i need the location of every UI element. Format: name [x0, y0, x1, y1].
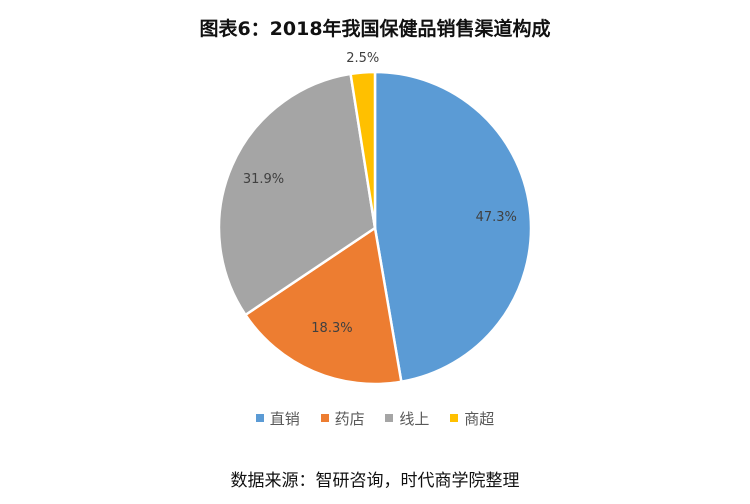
pie-slice-直销	[373, 70, 533, 384]
legend-label: 商超	[464, 410, 495, 428]
pie-data-labels: 47.3% 18.3% 31.9% 2.5%	[243, 51, 517, 336]
pie-slice-商超	[349, 70, 377, 229]
legend-swatch	[385, 414, 394, 422]
legend-item-商超: 商超	[450, 408, 494, 429]
legend-item-线上: 线上	[385, 408, 429, 429]
legend-swatch	[450, 414, 459, 422]
data-source-note: 数据来源：智研咨询，时代商学院整理	[230, 471, 520, 491]
data-label-商超: 2.5%	[346, 51, 379, 66]
data-label-直销: 47.3%	[476, 210, 517, 225]
data-label-药店: 18.3%	[311, 321, 352, 336]
chart-title: 图表6：2018年我国保健品销售渠道构成	[199, 18, 551, 40]
pie-slices	[217, 70, 533, 386]
legend-label: 直销	[269, 410, 300, 428]
legend-label: 线上	[399, 410, 430, 428]
pie-slice-药店	[243, 225, 403, 386]
legend-item-药店: 药店	[320, 408, 365, 429]
legend-swatch	[320, 414, 329, 422]
data-label-线上: 31.9%	[243, 172, 284, 187]
chart-legend: 直销 药店 线上 商超	[0, 408, 750, 429]
pie-slice-线上	[217, 72, 377, 317]
legend-label: 药店	[334, 410, 365, 428]
legend-swatch	[255, 414, 264, 422]
legend-item-直销: 直销	[255, 408, 300, 429]
